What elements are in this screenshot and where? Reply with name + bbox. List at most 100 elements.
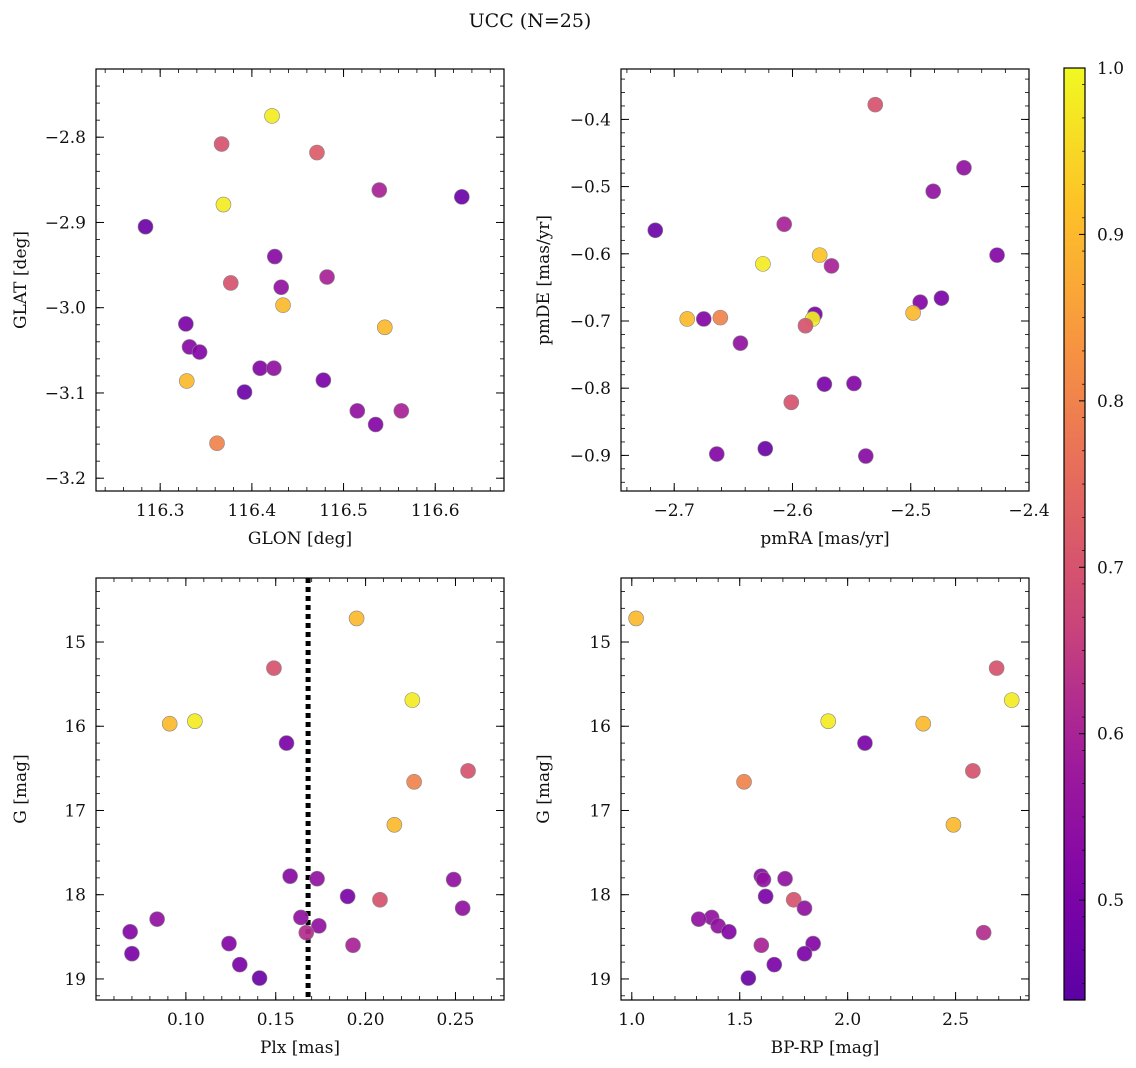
y-tick-label: 17 — [64, 801, 86, 821]
data-point — [251, 970, 268, 986]
data-point — [221, 935, 237, 952]
data-point — [740, 970, 757, 986]
colorbar-tick-label: 0.9 — [1097, 225, 1124, 245]
data-point — [215, 196, 232, 213]
scatter-points — [137, 108, 470, 452]
data-point — [311, 918, 327, 934]
data-point — [679, 311, 696, 327]
y-tick-label: 19 — [589, 970, 611, 990]
data-point — [933, 290, 950, 306]
panels: 116.3 116.4 116.5 116.6 −3.2 −3.1 −3.0 −2.9 −2.8… — [11, 68, 1050, 1058]
y-tick-label: −0.8 — [570, 379, 611, 399]
y-tick-label: 15 — [64, 633, 86, 653]
data-point — [736, 774, 752, 790]
figure-title: UCC (N=25) — [469, 10, 592, 32]
data-point — [266, 660, 282, 676]
y-tick-label: −0.7 — [570, 312, 611, 332]
data-point — [445, 871, 462, 888]
axes-frame — [620, 577, 1030, 1001]
data-point — [796, 900, 813, 916]
y-tick-label: 17 — [589, 801, 611, 821]
data-point — [149, 911, 165, 927]
data-point — [266, 248, 283, 265]
data-point — [377, 319, 393, 336]
data-point — [755, 871, 772, 888]
data-point — [454, 189, 470, 205]
data-point — [161, 715, 178, 732]
data-point — [857, 735, 873, 751]
data-point — [122, 923, 138, 940]
data-point — [231, 956, 248, 973]
data-point — [124, 945, 140, 962]
data-point — [777, 870, 793, 887]
data-point — [404, 692, 421, 708]
data-point — [820, 713, 837, 729]
data-point — [349, 403, 366, 419]
x-tick-label: 2.5 — [942, 1010, 969, 1030]
y-tick-label: −3.1 — [45, 384, 86, 404]
y-axis-label: G [mag] — [534, 754, 554, 823]
data-point — [757, 440, 774, 457]
data-point — [776, 216, 793, 233]
y-tick-label: −3.2 — [45, 469, 86, 489]
data-point — [187, 713, 203, 729]
x-axis-label: Plx [mas] — [260, 1038, 340, 1058]
data-point — [178, 373, 195, 389]
y-tick-label: −0.9 — [570, 446, 611, 466]
data-point — [282, 868, 298, 884]
x-tick-label: 0.25 — [437, 1010, 475, 1030]
data-point — [309, 144, 325, 161]
data-point — [732, 335, 749, 351]
data-point — [785, 891, 802, 908]
data-point — [345, 937, 361, 954]
data-point — [371, 182, 388, 198]
panel-3: 0.10 0.15 0.20 0.25 15 16 17 18 19 Plx [mas] G [ma… — [11, 577, 505, 1058]
panel-4: 1.0 1.5 2.0 2.5 15 16 17 18 19 BP-RP [mag] G [mag] — [534, 577, 1030, 1058]
data-point — [293, 909, 309, 926]
data-point — [989, 247, 1005, 263]
data-point — [393, 403, 410, 419]
x-tick-label: 1.0 — [618, 1010, 645, 1030]
data-point — [454, 900, 471, 916]
panel-2: −2.7 −2.6 −2.5 −2.4 −0.9 −0.8 −0.7 −0.6 −0.5 −0.4… — [534, 68, 1050, 549]
x-tick-label: 116.6 — [411, 501, 460, 521]
data-point — [757, 888, 774, 905]
y-tick-label: −2.9 — [45, 213, 86, 233]
scatter-points — [122, 610, 476, 986]
y-tick-label: −3.0 — [45, 299, 86, 319]
colorbar: 0.5 0.6 0.7 0.8 0.9 1.0 — [1063, 59, 1124, 1001]
data-point — [753, 937, 770, 954]
data-point — [266, 360, 282, 377]
y-axis-label: GLAT [deg] — [11, 231, 31, 329]
data-point — [191, 344, 208, 360]
x-axis-label: pmRA [mas/yr] — [760, 529, 889, 549]
data-point — [823, 258, 840, 274]
data-point — [805, 935, 821, 952]
data-point — [965, 763, 981, 779]
data-point — [372, 891, 388, 908]
y-axis-label: pmDE [mas/yr] — [534, 215, 554, 345]
data-point — [867, 96, 884, 113]
y-tick-label: 16 — [589, 717, 611, 737]
data-point — [712, 309, 729, 326]
x-tick-label: 0.15 — [257, 1010, 295, 1030]
data-point — [628, 610, 644, 627]
y-tick-label: 16 — [64, 717, 86, 737]
x-tick-label: 0.20 — [347, 1010, 385, 1030]
x-axis-label: GLON [deg] — [248, 529, 352, 549]
data-point — [647, 222, 664, 239]
data-point — [783, 394, 800, 411]
y-tick-label: −2.8 — [45, 128, 86, 148]
x-tick-label: −2.7 — [654, 501, 695, 521]
data-point — [925, 183, 942, 200]
scatter-points — [628, 610, 1020, 986]
data-point — [406, 774, 422, 790]
data-point — [816, 376, 833, 392]
data-point — [695, 311, 712, 327]
y-tick-label: 19 — [64, 970, 86, 990]
data-point — [252, 360, 268, 377]
data-point — [460, 763, 476, 779]
y-axis-label: G [mag] — [11, 754, 31, 823]
x-tick-label: −2.5 — [890, 501, 931, 521]
colorbar-tick-label: 0.7 — [1097, 558, 1124, 578]
